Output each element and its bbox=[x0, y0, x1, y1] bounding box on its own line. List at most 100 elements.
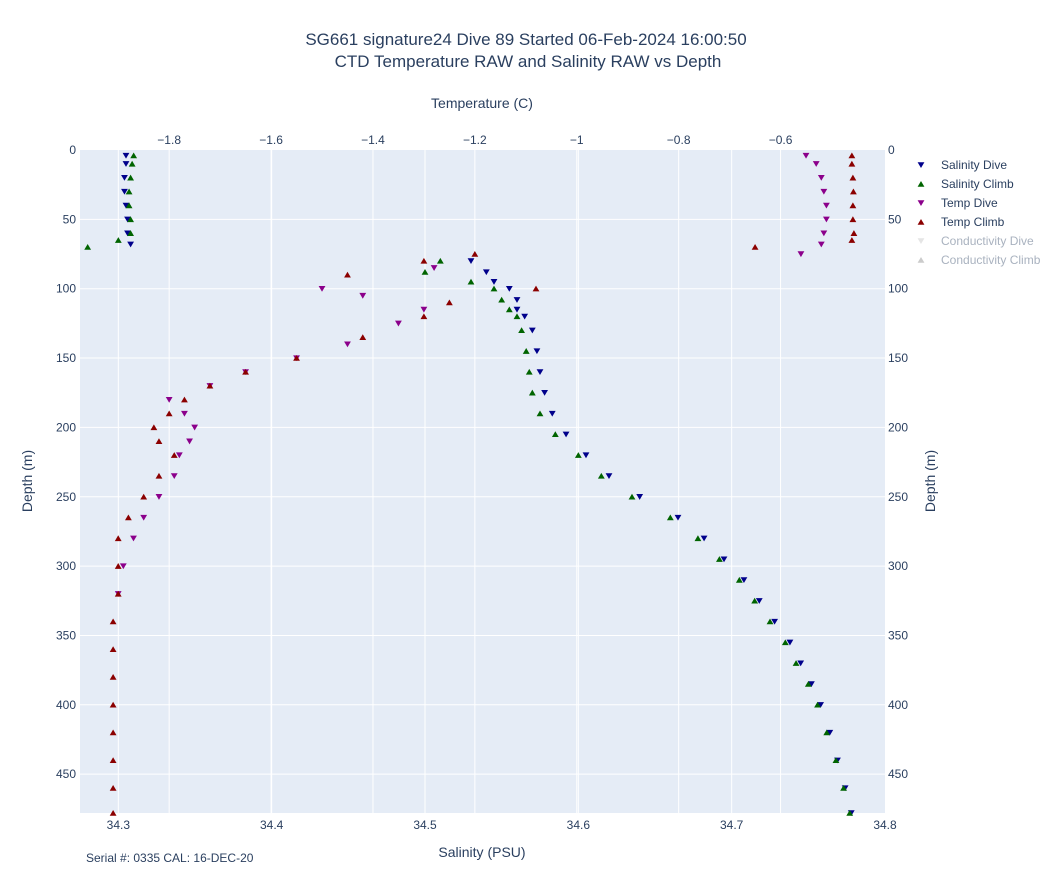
temp-dive-marker bbox=[165, 396, 173, 403]
legend-item-salinity-climb[interactable]: Salinity Climb bbox=[917, 177, 1014, 191]
temp-climb-marker bbox=[206, 382, 214, 389]
temp-dive-marker bbox=[170, 473, 178, 480]
salinity-climb-marker bbox=[125, 188, 133, 195]
salinity-dive-marker bbox=[124, 216, 131, 223]
temp-dive-marker bbox=[181, 410, 188, 417]
temp-climb-marker bbox=[114, 590, 122, 597]
salinity-dive-marker bbox=[817, 702, 824, 708]
legend-marker bbox=[917, 218, 925, 225]
salinity-climb-marker bbox=[525, 368, 533, 375]
temperature-tick-label: −1 bbox=[570, 133, 584, 147]
temp-climb-marker bbox=[849, 174, 857, 181]
salinity-dive-marker bbox=[541, 390, 548, 396]
plot-background[interactable] bbox=[80, 150, 885, 813]
legend-label: Conductivity Dive bbox=[941, 234, 1034, 248]
depth-tick-label: 350 bbox=[56, 628, 76, 642]
temp-climb-marker bbox=[114, 563, 122, 569]
data-markers bbox=[84, 152, 858, 817]
salinity-dive-marker bbox=[740, 577, 748, 584]
legend-item-conductivity-climb[interactable]: Conductivity Climb bbox=[917, 253, 1041, 267]
salinity-dive-marker bbox=[505, 285, 513, 292]
depth-tick-label: 450 bbox=[56, 767, 76, 781]
temp-dive-marker bbox=[344, 341, 351, 348]
salinity-axis-title: Salinity (PSU) bbox=[438, 844, 525, 860]
salinity-climb-marker bbox=[125, 202, 133, 209]
legend-marker bbox=[917, 180, 925, 187]
salinity-climb-marker bbox=[751, 597, 759, 604]
salinity-dive-marker bbox=[605, 473, 613, 480]
temperature-axis-ticks: −1.8 −1.6 −1.4 −1.2 −1 −0.8 −0.6 bbox=[157, 133, 792, 147]
temperature-tick-label: −1.2 bbox=[463, 133, 487, 147]
temperature-tick-label: −1.6 bbox=[259, 133, 283, 147]
salinity-dive-marker bbox=[562, 431, 570, 438]
salinity-climb-marker bbox=[84, 244, 92, 250]
salinity-dive-marker bbox=[755, 598, 763, 604]
salinity-climb-marker bbox=[128, 160, 136, 167]
salinity-climb-marker bbox=[735, 576, 743, 583]
salinity-climb-marker bbox=[574, 452, 582, 458]
temp-climb-marker bbox=[155, 472, 163, 479]
salinity-dive-marker bbox=[771, 618, 778, 625]
legend-label: Temp Dive bbox=[941, 196, 998, 210]
salinity-dive-marker bbox=[700, 535, 708, 542]
depth-tick-label: 150 bbox=[888, 351, 908, 365]
salinity-dive-marker bbox=[513, 306, 521, 313]
temp-climb-marker bbox=[109, 809, 117, 816]
salinity-dive-marker bbox=[797, 660, 805, 667]
salinity-tick-label: 34.7 bbox=[720, 818, 744, 832]
legend-item-temp-climb[interactable]: Temp Climb bbox=[917, 215, 1005, 229]
depth-tick-label: 200 bbox=[888, 420, 908, 434]
temp-climb-marker bbox=[109, 784, 117, 791]
temp-dive-marker bbox=[817, 241, 825, 248]
salinity-dive-marker bbox=[674, 514, 682, 521]
temp-climb-marker bbox=[359, 334, 367, 340]
salinity-climb-marker bbox=[130, 152, 138, 159]
salinity-climb-marker bbox=[846, 809, 854, 816]
temp-dive-marker bbox=[420, 306, 428, 313]
depth-tick-label: 50 bbox=[63, 212, 77, 226]
salinity-dive-marker bbox=[127, 241, 134, 248]
depth-tick-label: 150 bbox=[56, 351, 76, 365]
salinity-dive-marker bbox=[582, 452, 590, 459]
salinity-dive-marker bbox=[490, 279, 498, 285]
salinity-climb-marker bbox=[528, 389, 536, 396]
depth-tick-label: 0 bbox=[888, 143, 895, 157]
salinity-dive-marker bbox=[482, 269, 490, 276]
temp-dive-marker bbox=[820, 188, 828, 195]
depth-tick-label: 250 bbox=[888, 490, 908, 504]
depth-tick-label: 100 bbox=[56, 282, 76, 296]
temp-climb-marker bbox=[170, 452, 178, 458]
salinity-dive-marker bbox=[122, 152, 130, 159]
temp-dive-marker bbox=[395, 320, 402, 327]
temp-dive-marker bbox=[191, 424, 199, 431]
legend-item-temp-dive[interactable]: Temp Dive bbox=[917, 196, 998, 210]
temp-climb-marker bbox=[109, 618, 117, 625]
salinity-climb-marker bbox=[840, 784, 847, 791]
salinity-dive-marker bbox=[826, 729, 834, 736]
chart-title-line-2: CTD Temperature RAW and Salinity RAW vs … bbox=[335, 52, 722, 71]
temp-climb-marker bbox=[109, 757, 117, 764]
temp-dive-marker bbox=[823, 202, 830, 209]
temp-climb-marker bbox=[242, 368, 249, 375]
temp-climb-marker bbox=[751, 244, 759, 250]
salinity-climb-marker bbox=[513, 313, 521, 320]
temperature-tick-label: −1.8 bbox=[157, 133, 181, 147]
salinity-climb-marker bbox=[823, 729, 831, 736]
depth-tick-label: 250 bbox=[56, 490, 76, 504]
legend-item-salinity-dive[interactable]: Salinity Dive bbox=[917, 158, 1008, 172]
legend-label: Salinity Climb bbox=[941, 177, 1014, 191]
salinity-climb-marker bbox=[127, 216, 134, 223]
salinity-climb-marker bbox=[498, 296, 506, 303]
calibration-footnote: Serial #: 0335 CAL: 16-DEC-20 bbox=[86, 851, 254, 865]
legend-item-conductivity-dive[interactable]: Conductivity Dive bbox=[917, 234, 1034, 248]
legend-label: Temp Climb bbox=[941, 215, 1005, 229]
temp-dive-marker bbox=[175, 452, 183, 459]
salinity-climb-marker bbox=[536, 410, 544, 417]
temperature-tick-label: −0.8 bbox=[667, 133, 691, 147]
salinity-climb-marker bbox=[792, 660, 800, 666]
temp-climb-marker bbox=[849, 202, 857, 209]
temp-climb-marker bbox=[848, 160, 856, 167]
temp-climb-marker bbox=[848, 237, 856, 243]
salinity-climb-marker bbox=[505, 306, 513, 313]
temp-dive-marker bbox=[817, 175, 825, 181]
